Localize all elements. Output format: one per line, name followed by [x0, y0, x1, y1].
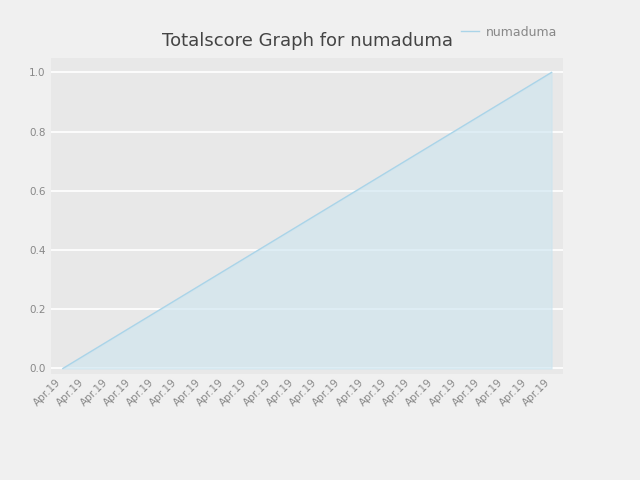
Legend: numaduma: numaduma — [461, 26, 557, 39]
Title: Totalscore Graph for numaduma: Totalscore Graph for numaduma — [162, 33, 452, 50]
numaduma — [454, 126, 462, 132]
numaduma — [59, 366, 67, 372]
numaduma — [268, 239, 276, 244]
numaduma — [548, 70, 556, 75]
numaduma — [431, 140, 439, 146]
numaduma — [175, 295, 183, 301]
numaduma — [129, 324, 136, 329]
numaduma — [292, 225, 300, 230]
numaduma — [152, 309, 160, 315]
numaduma — [501, 98, 509, 104]
numaduma — [339, 196, 346, 202]
numaduma — [198, 281, 206, 287]
numaduma — [315, 211, 323, 216]
numaduma — [222, 267, 230, 273]
numaduma — [524, 84, 532, 89]
numaduma — [245, 253, 253, 259]
numaduma — [385, 168, 392, 174]
numaduma — [106, 337, 113, 343]
numaduma — [478, 112, 486, 118]
Line: numaduma: numaduma — [63, 72, 552, 369]
numaduma — [83, 351, 90, 357]
numaduma — [408, 154, 416, 160]
numaduma — [362, 182, 369, 188]
